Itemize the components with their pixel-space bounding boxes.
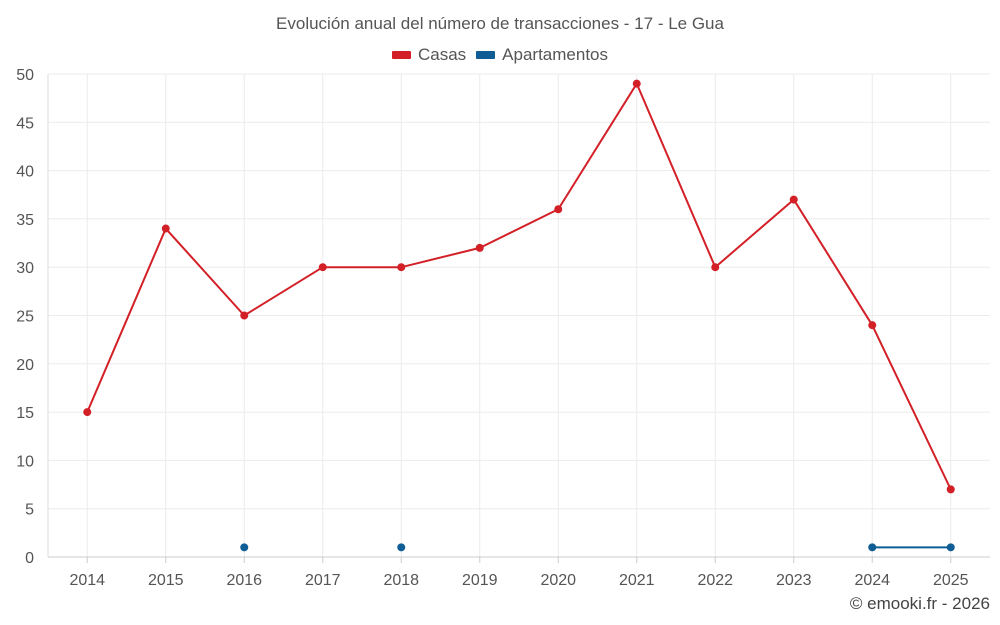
x-tick-label: 2024 <box>854 572 890 589</box>
y-tick-label: 5 <box>25 502 34 519</box>
data-point-casas-2016[interactable] <box>240 311 249 320</box>
data-point-apartamentos-2025[interactable] <box>946 543 955 552</box>
x-tick-label: 2014 <box>69 572 105 589</box>
data-point-casas-2022[interactable] <box>711 263 720 272</box>
data-point-casas-2019[interactable] <box>475 243 484 252</box>
credit-text: © emooki.fr - 2026 <box>849 594 990 613</box>
data-point-casas-2015[interactable] <box>161 224 170 233</box>
x-tick-label: 2017 <box>305 572 341 589</box>
data-point-casas-2023[interactable] <box>789 195 798 204</box>
y-tick-label: 40 <box>16 164 34 181</box>
series-layer <box>83 79 955 552</box>
y-tick-label: 45 <box>16 115 34 132</box>
y-tick-label: 10 <box>16 453 34 470</box>
x-tick-label: 2020 <box>540 572 576 589</box>
x-tick-label: 2018 <box>383 572 419 589</box>
data-point-casas-2021[interactable] <box>632 79 641 88</box>
data-point-casas-2017[interactable] <box>318 263 327 272</box>
grid <box>48 73 990 558</box>
y-tick-label: 20 <box>16 357 34 374</box>
legend: Casas Apartamentos <box>0 45 1000 65</box>
x-tick-label: 2022 <box>697 572 733 589</box>
data-point-casas-2018[interactable] <box>397 263 406 272</box>
y-tick-label: 30 <box>16 260 34 277</box>
series-line-casas <box>86 82 952 490</box>
data-point-apartamentos-2016[interactable] <box>240 543 249 552</box>
data-point-apartamentos-2018[interactable] <box>397 543 406 552</box>
x-tick-label: 2025 <box>933 572 969 589</box>
y-tick-label: 0 <box>25 550 34 567</box>
legend-swatch-apartamentos <box>476 51 496 59</box>
data-point-casas-2024[interactable] <box>868 321 877 330</box>
y-tick-label: 35 <box>16 212 34 229</box>
legend-label-casas: Casas <box>417 45 467 64</box>
x-tick-label: 2023 <box>776 572 812 589</box>
data-point-casas-2014[interactable] <box>83 408 92 417</box>
y-tick-label: 25 <box>16 309 34 326</box>
legend-label-apartamentos: Apartamentos <box>502 45 609 64</box>
data-point-casas-2025[interactable] <box>946 485 955 494</box>
y-tick-label: 15 <box>16 405 34 422</box>
legend-item-apartamentos[interactable]: Apartamentos <box>476 45 608 65</box>
legend-item-casas[interactable]: Casas <box>391 45 467 65</box>
x-tick-label: 2019 <box>462 572 498 589</box>
data-point-casas-2020[interactable] <box>554 205 563 214</box>
legend-swatch-casas <box>391 51 411 59</box>
y-tick-label: 50 <box>16 67 34 84</box>
x-tick-label: 2015 <box>148 572 184 589</box>
x-tick-label: 2021 <box>619 572 655 589</box>
data-point-apartamentos-2024[interactable] <box>868 543 877 552</box>
x-tick-label: 2016 <box>226 572 262 589</box>
chart-title: Evolución anual del número de transaccio… <box>276 14 724 33</box>
